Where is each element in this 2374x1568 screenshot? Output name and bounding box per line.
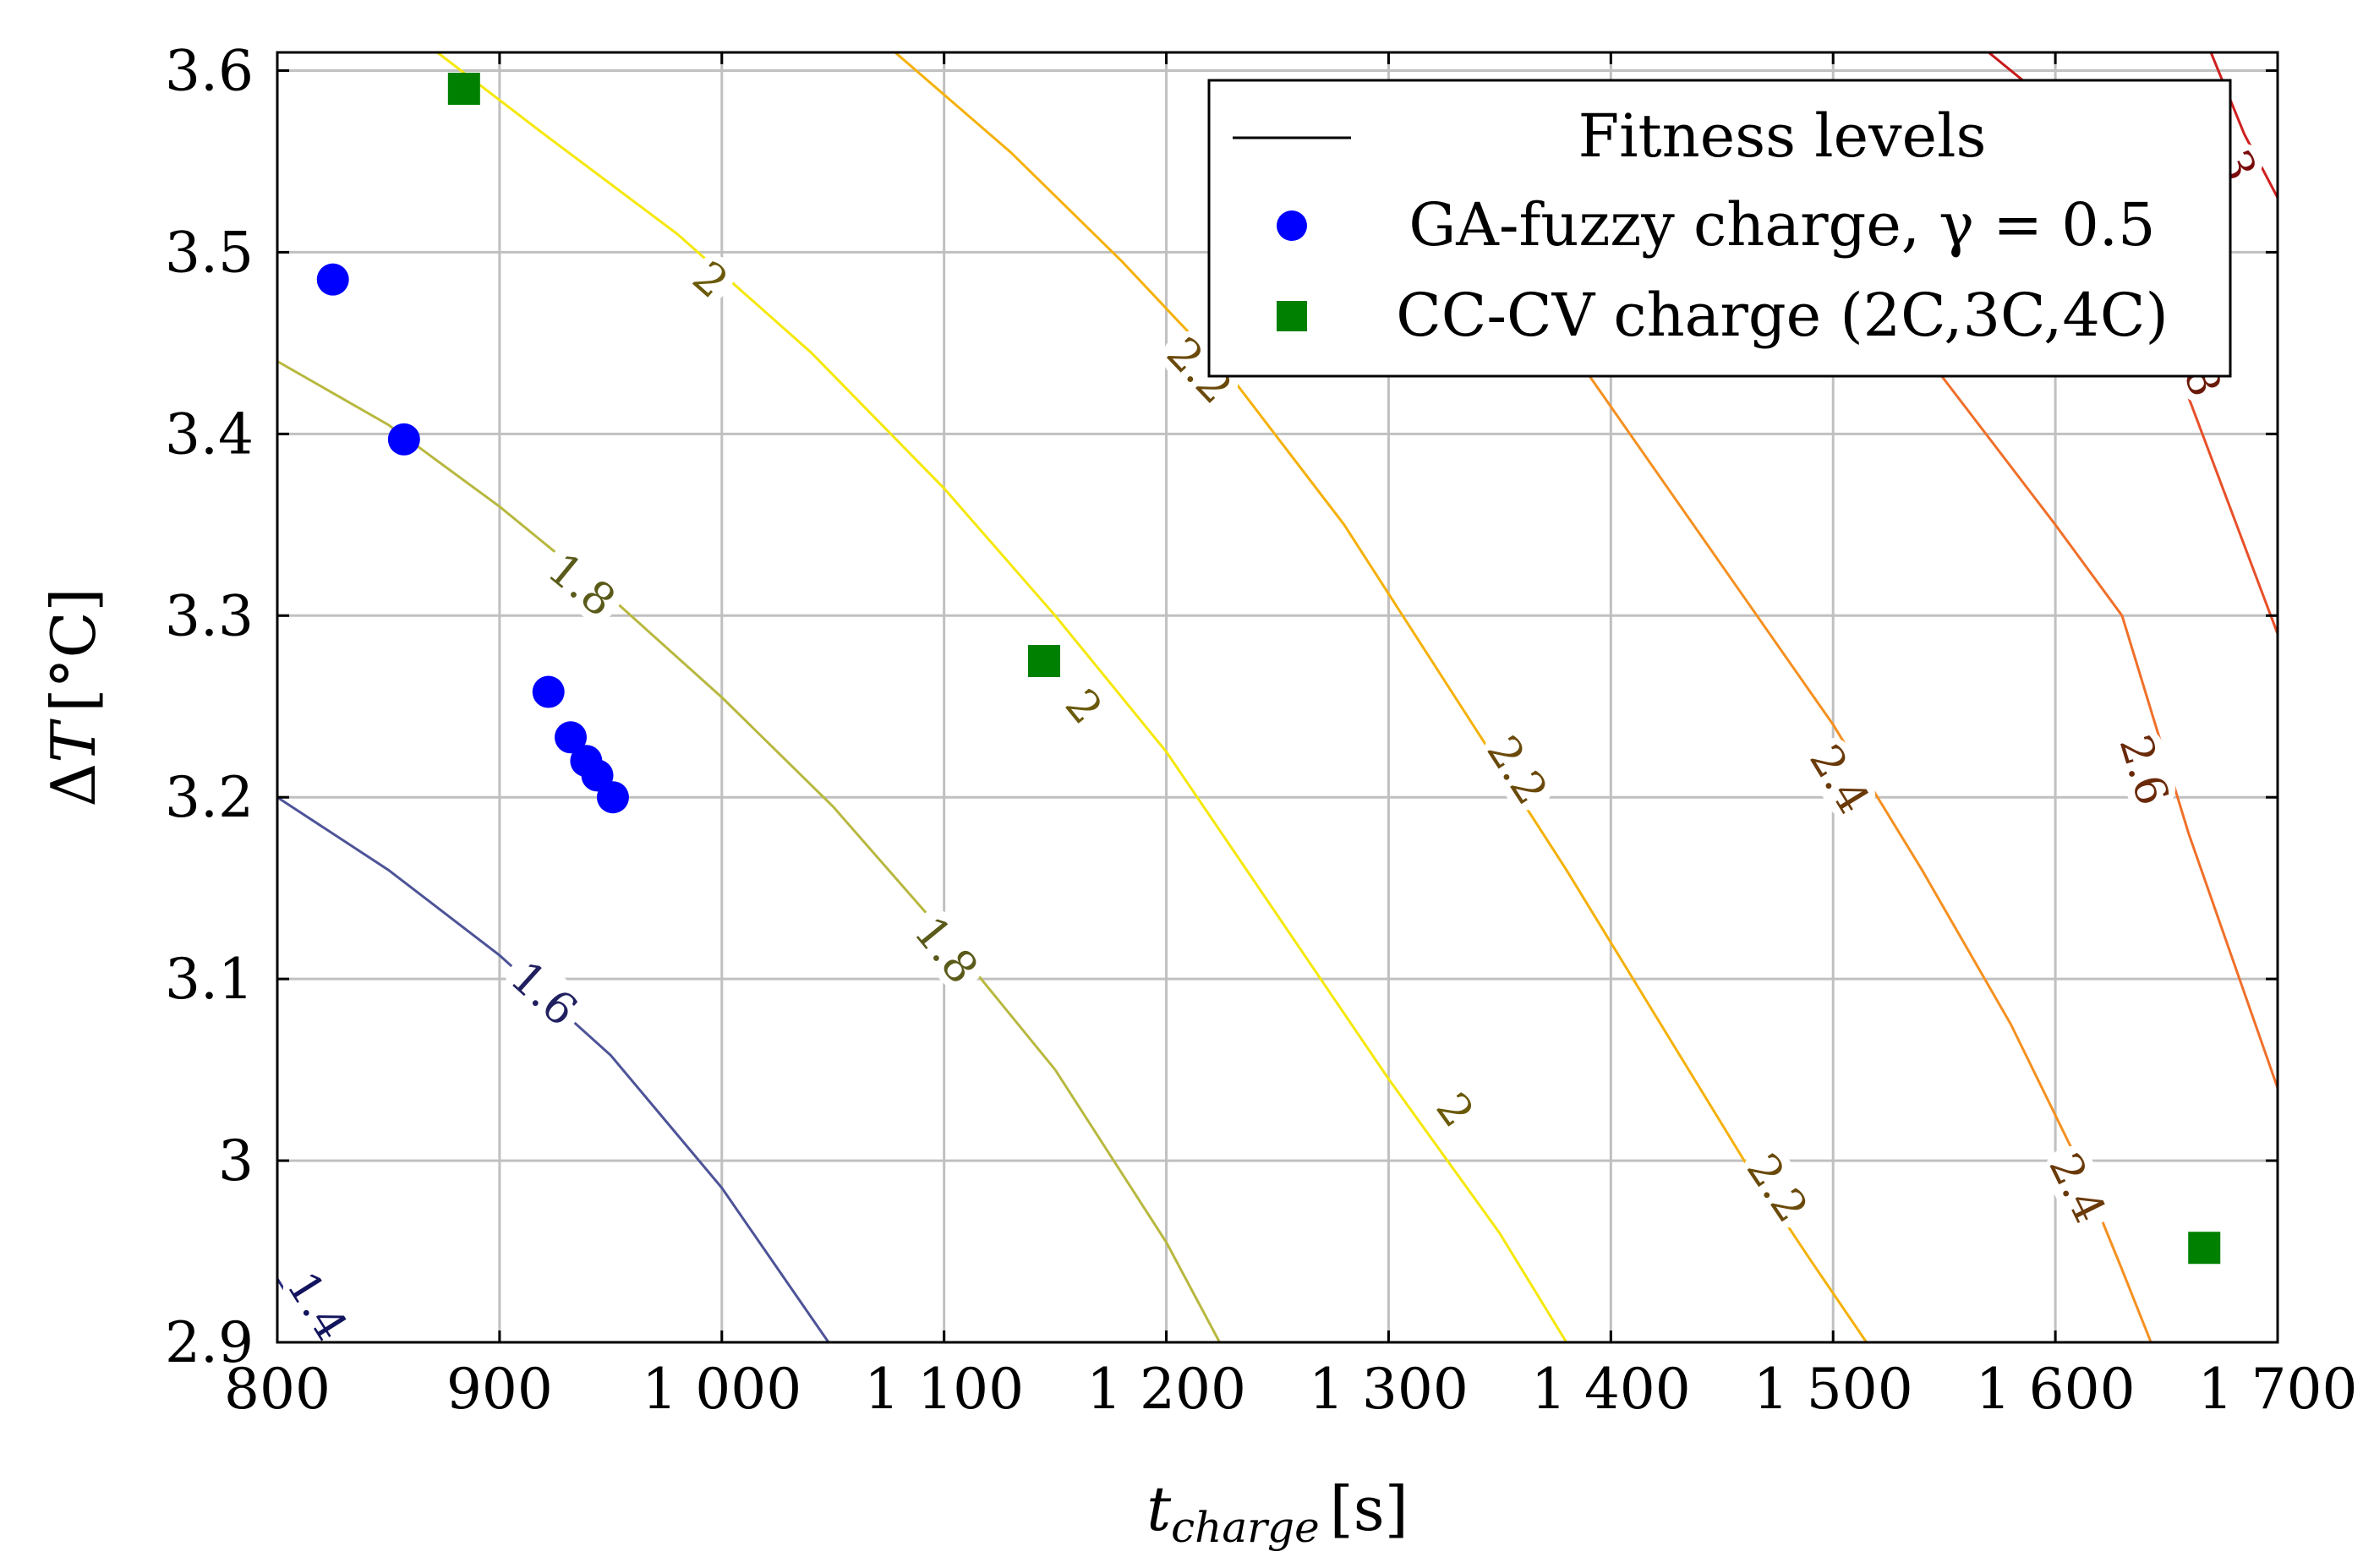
x-tick-label: 1 100 <box>864 1357 1024 1422</box>
x-tick-label: 1 300 <box>1309 1357 1469 1422</box>
y-tick-label: 3.4 <box>165 402 254 467</box>
ga-fuzzy-point <box>532 675 565 708</box>
y-tick-label: 3.1 <box>165 947 254 1012</box>
ga-fuzzy-point <box>387 423 420 456</box>
axis-ticks: 800 900 1 000 1 100 1 200 1 300 1 400 1 500 1 60… <box>165 38 2357 1422</box>
contour-line-2 <box>436 52 1568 1342</box>
legend-entry-cccv: CC-CV charge (2C,3C,4C) <box>1396 281 2169 350</box>
x-tick-label: 1 500 <box>1753 1357 1913 1422</box>
contour-line-1.8 <box>277 360 1221 1342</box>
contour-label-group: 2 <box>1425 1084 1483 1137</box>
cccv-point <box>447 72 480 105</box>
contour-label-bg <box>1742 1147 1814 1228</box>
data-points <box>316 72 2221 1265</box>
legend-entry-fitness-levels: Fitness levels <box>1578 101 1987 171</box>
legend-box <box>1207 79 2232 378</box>
y-tick-label: 2.9 <box>165 1310 254 1375</box>
contour-label-bg <box>2114 727 2176 812</box>
contour-label-bg <box>1805 738 1876 820</box>
x-tick-label: 800 <box>224 1357 331 1422</box>
contour-label-bg <box>1061 683 1108 729</box>
x-tick-label: 1 200 <box>1086 1357 1246 1422</box>
contour-label-bg <box>1162 331 1239 408</box>
y-tick-label: 3.3 <box>165 583 254 648</box>
x-tick-label: 1 600 <box>1976 1357 2136 1422</box>
y-tick-label: 3 <box>218 1128 254 1194</box>
cccv-point <box>2188 1232 2221 1265</box>
ga-fuzzy-point <box>596 781 629 814</box>
legend-square-swatch <box>1277 301 1307 331</box>
contour-label-bg <box>1432 1086 1480 1132</box>
contour-label-bg <box>506 955 584 1030</box>
contour-label-bg <box>688 255 735 303</box>
x-tick-label: 1 700 <box>2198 1357 2358 1422</box>
contour-label-bg <box>282 1265 353 1342</box>
contour-label-bg <box>543 547 622 621</box>
y-tick-label: 3.5 <box>165 220 254 285</box>
cccv-point <box>1027 645 1060 678</box>
x-tick-label: 1 400 <box>1531 1357 1691 1422</box>
x-tick-label: 900 <box>446 1357 553 1422</box>
legend: Fitness levels GA-fuzzy charge, γ = 0.5 … <box>1207 79 2232 378</box>
ga-fuzzy-point <box>555 721 588 754</box>
legend-entry-ga-fuzzy: GA-fuzzy charge, γ = 0.5 <box>1409 190 2155 260</box>
contour-label-bg <box>2045 1145 2112 1229</box>
x-axis-label: tcharge [s] <box>1146 1473 1409 1552</box>
ga-fuzzy-point <box>316 263 349 296</box>
y-axis-label: ΔT[°C] <box>38 587 109 806</box>
y-tick-label: 3.6 <box>165 38 254 103</box>
contour-label-bg <box>910 910 984 989</box>
legend-circle-swatch <box>1277 210 1307 241</box>
contour-label-bg <box>1483 729 1554 811</box>
y-tick-label: 3.2 <box>165 765 254 830</box>
x-tick-label: 1 000 <box>642 1357 801 1422</box>
plot-frame <box>276 51 2279 1344</box>
